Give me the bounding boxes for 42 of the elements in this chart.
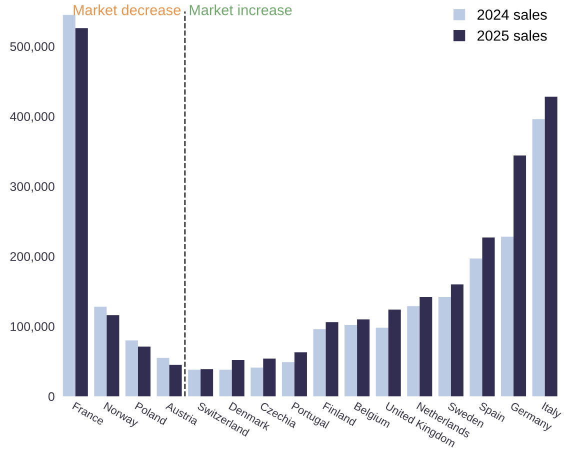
bar — [106, 315, 120, 396]
annotation: Market increase — [190, 4, 292, 16]
bar — [420, 296, 432, 396]
bar — [62, 14, 76, 396]
bar — [407, 306, 420, 396]
bar — [188, 370, 201, 396]
y-tick-label: 500,000 — [10, 42, 54, 52]
bar — [282, 362, 294, 396]
y-tick-label: 300,000 — [10, 182, 54, 192]
bar — [388, 310, 401, 396]
y-tick-label: 100,000 — [10, 322, 54, 332]
y-tick-label: 400,000 — [10, 112, 54, 122]
y-tick-label: 200,000 — [10, 252, 54, 262]
bar — [169, 364, 182, 396]
legend-label: 2025 sales — [478, 30, 547, 41]
bar — [326, 322, 338, 396]
bar — [219, 370, 232, 396]
bar — [470, 258, 482, 396]
bar — [125, 340, 138, 396]
bar — [450, 284, 464, 396]
bar — [438, 296, 451, 396]
bar — [344, 324, 358, 396]
legend-label: 2024 sales — [478, 9, 547, 20]
bar — [313, 329, 326, 396]
bar — [138, 346, 150, 396]
bar — [294, 352, 307, 396]
bar — [544, 96, 558, 396]
bar — [75, 28, 88, 396]
bar — [357, 319, 370, 396]
bar — [232, 360, 244, 396]
bar — [376, 328, 388, 396]
bar — [250, 368, 264, 396]
bar — [532, 119, 545, 396]
bar — [501, 236, 514, 396]
bar — [263, 358, 276, 396]
bar — [156, 358, 170, 396]
bar — [200, 369, 214, 396]
bar — [514, 156, 526, 396]
annotation: Market decrease — [74, 4, 181, 16]
y-tick-label: 0 — [48, 392, 54, 402]
bar — [482, 237, 495, 396]
bar — [94, 306, 107, 396]
